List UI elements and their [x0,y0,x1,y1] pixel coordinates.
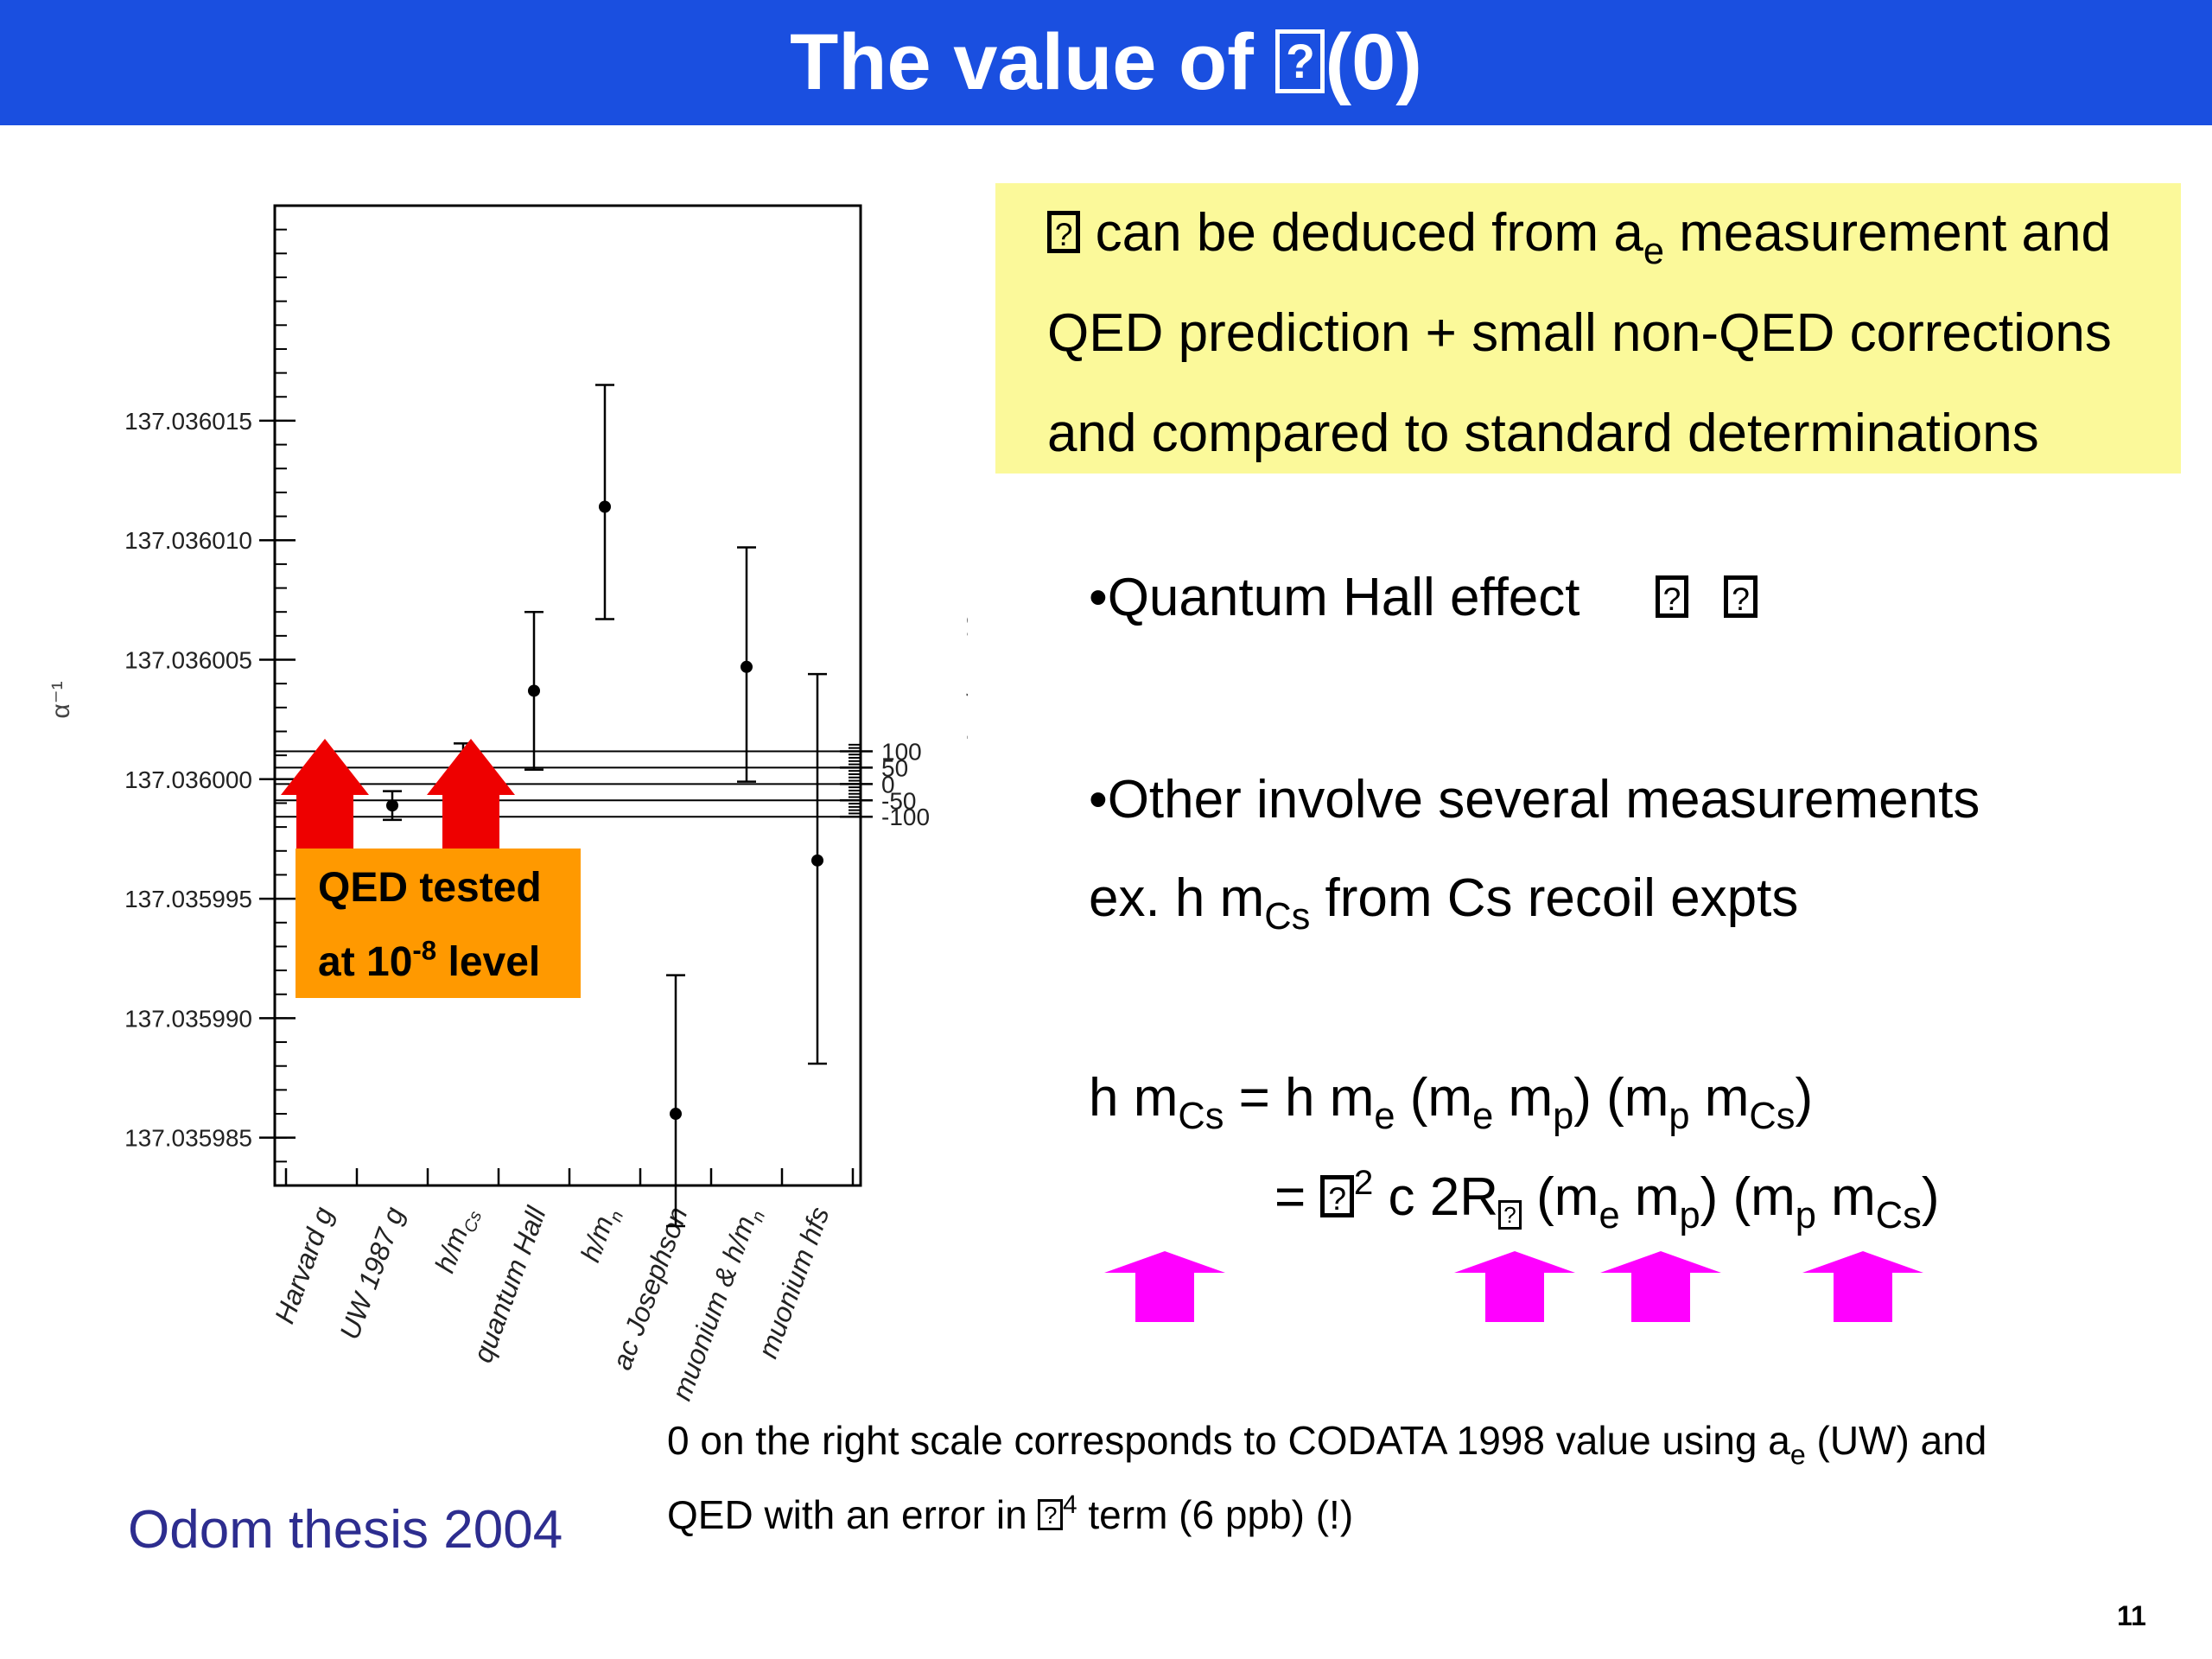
x-tick-label: h/mCs [429,1203,486,1278]
data-point [741,660,753,673]
infinity-symbol-missing-glyph-icon [1498,1199,1522,1230]
slide-title: The value of (0) [0,0,2212,125]
callout-line1: can be deduced from ae measurement and [1047,202,2111,273]
y-tick-label: 137.036000 [124,766,252,793]
y2-tick-label: 50 [881,754,908,781]
qed-box-line2: at 10-8 level [318,935,541,985]
qed-box-line1: QED tested [318,865,542,911]
y-tick-label: 137.036010 [124,527,252,554]
bullet-other-measurements: •Other involve several measurements [1089,770,1980,830]
alpha-symbol-missing-glyph-icon [1320,1174,1354,1219]
alpha-symbol-missing-glyph-icon [1038,1498,1063,1531]
equation-line-2: = 2 c 2R (me mp) (mp mCs) [1274,1165,1939,1237]
magenta-up-arrow [1104,1251,1225,1322]
y-tick-label: 137.035995 [124,886,252,912]
data-point [386,799,398,812]
equation-line-1: h mCs = h me (me mp) (mp mCs) [1089,1068,1814,1138]
data-point [315,778,327,791]
footnote-line2: QED with an error in 4 term (6 ppb) (!) [667,1491,1353,1538]
data-point [599,500,611,513]
y2-tick-label: 0 [881,771,895,798]
y-tick-label: 137.035985 [124,1125,252,1152]
example-line: ex. h mCs from Cs recoil expts [1089,868,1799,938]
plot-frame [273,204,862,1187]
y-tick-label: 137.036015 [124,408,252,435]
x-tick-label: muonium hfs [752,1203,835,1362]
magenta-up-arrow [1600,1251,1721,1322]
y-axis-label: α⁻¹ [47,681,75,718]
alpha-symbol-missing-glyph-icon [1275,29,1325,93]
x-tick-label: ac Josephson [606,1203,693,1374]
magenta-up-arrow [1454,1251,1575,1322]
y-tick-label: 137.035990 [124,1005,252,1032]
data-point [528,684,540,697]
alpha-symbol-missing-glyph-icon [1047,210,1081,255]
credit-text: Odom thesis 2004 [128,1500,563,1560]
missing-glyph-icon [1724,575,1758,620]
title-bar: The value of (0) [0,0,2212,125]
y-tick-label: 137.036005 [124,647,252,674]
page-number: 11 [2117,1600,2146,1631]
data-point [670,1108,682,1121]
missing-glyph-icon [1655,575,1689,620]
magenta-up-arrow [1802,1251,1923,1322]
data-point [457,766,469,779]
callout-box: can be deduced from ae measurement and Q… [995,183,2181,474]
footnote-line1: 0 on the right scale corresponds to CODA… [667,1418,1987,1471]
callout-line2: QED prediction + small non-QED correctio… [1047,303,2112,363]
y2-tick-label: -50 [881,787,916,814]
bullet-quantum-hall: •Quantum Hall effect [1089,567,1758,628]
y2-tick-label: 100 [881,738,922,765]
alpha-measurements-chart: 137.036015 137.036010 137.036005 137.036000… [47,204,968,1404]
y2-axis-label: Δ α / α × 10⁹ [963,602,968,747]
qed-tested-box: QED tested at 10-8 level [296,849,581,998]
x-tick-label: h/mn [575,1203,628,1268]
y2-tick-label: -100 [881,804,930,830]
x-tick-label: Harvard g [269,1203,340,1328]
callout-line3: and compared to standard determinations [1047,404,2039,463]
x-tick-label: UW 1987 g [334,1203,410,1344]
data-point [811,854,823,867]
